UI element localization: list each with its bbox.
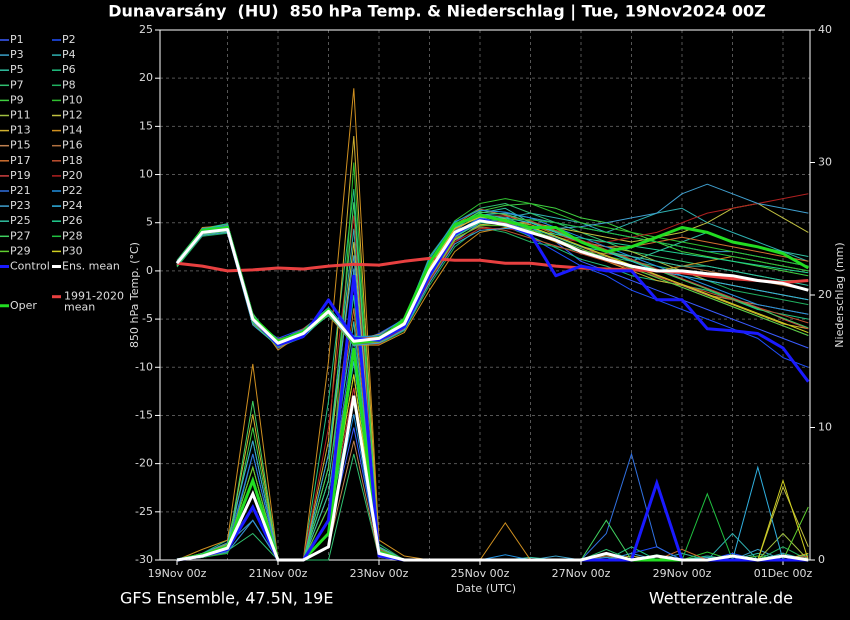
chart-title: Dunavarsány (HU) 850 hPa Temp. & Nieders…	[108, 2, 766, 22]
y-tick-label: 5	[146, 216, 153, 229]
legend-label: P28	[62, 229, 83, 242]
legend-label: P9	[10, 93, 24, 106]
x-tick-label: 29Nov 00z	[653, 567, 712, 580]
legend-label: P18	[62, 154, 83, 167]
temp-line	[176, 218, 809, 343]
temp-line	[176, 212, 809, 347]
precip-line	[176, 88, 809, 561]
legend-label: P3	[10, 48, 24, 61]
x-axis-label: Date (UTC)	[456, 582, 516, 595]
y-tick-label: 10	[139, 168, 153, 181]
legend-label: Oper	[10, 299, 37, 312]
precip-line	[176, 135, 809, 561]
y2-tick-label: 0	[818, 553, 825, 566]
footer-right: Wetterzentrale.de	[649, 589, 793, 608]
x-tick-label: 21Nov 00z	[249, 567, 308, 580]
legend-label: P20	[62, 169, 83, 182]
y-tick-label: -20	[135, 457, 153, 470]
y-tick-label: 25	[139, 23, 153, 36]
temp-line	[175, 219, 809, 345]
legend-label: P23	[10, 199, 31, 212]
legend-label: 1991-2020 mean	[64, 290, 124, 314]
x-tick-label: 19Nov 00z	[148, 567, 207, 580]
legend-label: P17	[10, 154, 31, 167]
legend-label: Control	[10, 260, 50, 273]
legend-label: P24	[62, 199, 83, 212]
y-tick-label: 20	[139, 71, 153, 84]
legend-label: P16	[62, 139, 83, 152]
plot-frame	[159, 29, 811, 561]
temp-line	[176, 211, 809, 348]
legend-label: Ens. mean	[62, 260, 120, 273]
precip-line	[176, 188, 809, 561]
legend-label: P4	[62, 48, 76, 61]
y2-axis-label: Niederschlag (mm)	[833, 242, 846, 347]
y2-tick-label: 30	[818, 156, 832, 169]
y-tick-label: -15	[135, 408, 153, 421]
legend-label: P12	[62, 109, 83, 122]
y2-tick-label: 20	[818, 288, 832, 301]
legend-label: P11	[10, 109, 31, 122]
legend-label: P29	[10, 244, 31, 257]
footer-left: GFS Ensemble, 47.5N, 19E	[120, 589, 333, 608]
legend-label: P14	[62, 124, 83, 137]
y-tick-label: -10	[135, 360, 153, 373]
legend-label: P13	[10, 124, 31, 137]
legend-label: P2	[62, 33, 76, 46]
x-tick-label: 25Nov 00z	[451, 567, 510, 580]
legend-label: P10	[62, 93, 83, 106]
legend-label: P25	[10, 214, 31, 227]
temp-line	[176, 256, 809, 284]
legend-label: P15	[10, 139, 31, 152]
temp-line	[176, 227, 809, 346]
x-tick-label: 23Nov 00z	[350, 567, 409, 580]
legend-label: P8	[62, 78, 76, 91]
legend-label: P1	[10, 33, 24, 46]
legend-label: P19	[10, 169, 31, 182]
temp-line	[176, 217, 809, 344]
x-tick-label: 27Nov 00z	[552, 567, 611, 580]
temp-line	[175, 218, 810, 383]
y-axis-label: 850 hPa Temp. (°C)	[128, 242, 141, 348]
legend-label: P21	[10, 184, 31, 197]
y2-tick-label: 10	[818, 421, 832, 434]
precip-line	[176, 395, 809, 562]
legend-label: P30	[62, 244, 83, 257]
legend-label: P6	[62, 63, 76, 76]
temp-line	[176, 226, 809, 343]
precip-line	[176, 202, 809, 561]
temp-line	[175, 213, 810, 345]
legend-label: P7	[10, 78, 24, 91]
legend-label: P27	[10, 229, 31, 242]
y-tick-label: 15	[139, 119, 153, 132]
legend-label: P5	[10, 63, 24, 76]
y2-tick-label: 40	[818, 23, 832, 36]
x-tick-label: 01Dec 00z	[754, 567, 813, 580]
y-tick-label: -5	[142, 312, 153, 325]
y-tick-label: 0	[146, 264, 153, 277]
legend-label: P26	[62, 214, 83, 227]
legend-label: P22	[62, 184, 83, 197]
y-tick-label: -25	[135, 505, 153, 518]
y-tick-label: -30	[135, 553, 153, 566]
